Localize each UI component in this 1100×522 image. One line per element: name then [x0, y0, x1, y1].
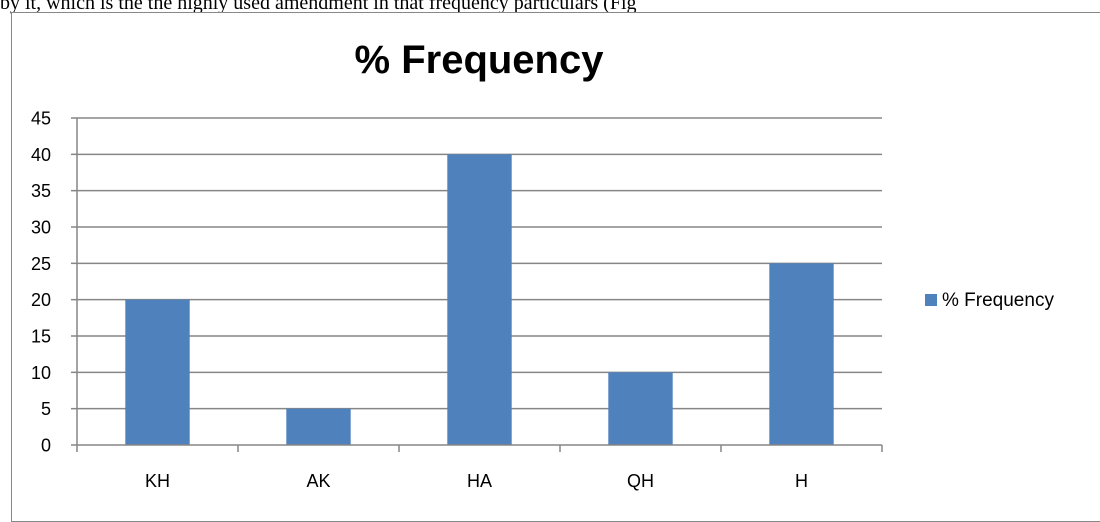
y-tick-labels: 0 5 10 15 20 25 30 35 40 45 [31, 109, 51, 456]
bars [125, 154, 834, 446]
x-tick-labels: KH AK HA QH H [145, 471, 808, 491]
bar-ha [447, 154, 512, 446]
y-tick-label: 20 [31, 290, 51, 310]
y-tick-label: 5 [41, 399, 51, 419]
legend-swatch [925, 294, 937, 306]
x-tick-label: KH [145, 471, 170, 491]
y-tick-label: 45 [31, 109, 51, 129]
y-tick-label: 30 [31, 218, 51, 238]
y-tick-label: 10 [31, 363, 51, 383]
body-text-line: by it, which is the the highly used amen… [0, 0, 637, 14]
y-tick-label: 35 [31, 181, 51, 201]
x-tick-label: QH [627, 471, 654, 491]
y-tick-label: 15 [31, 327, 51, 347]
chart-title: % Frequency [355, 38, 605, 82]
axes [71, 117, 883, 452]
x-tick-label: HA [467, 471, 492, 491]
y-tick-label: 25 [31, 254, 51, 274]
bar-qh [608, 372, 673, 445]
bar-ak [286, 408, 351, 445]
legend-label: % Frequency [942, 290, 1054, 311]
y-tick-label: 40 [31, 145, 51, 165]
x-tick-label: AK [306, 471, 330, 491]
y-tick-label: 0 [41, 436, 51, 456]
bar-h [769, 263, 834, 445]
bar-chart: % Frequency 0 5 10 15 20 25 30 35 40 45 KH AK HA QH H… [31, 38, 1054, 491]
bar-kh [125, 299, 190, 445]
x-tick-label: H [795, 471, 808, 491]
legend: % Frequency [925, 290, 1054, 311]
